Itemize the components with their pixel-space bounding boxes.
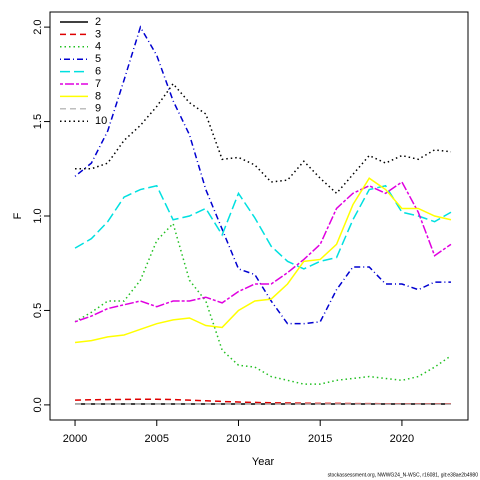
legend-label: 8 <box>95 90 101 102</box>
x-tick-label: 2020 <box>390 433 414 445</box>
series-line <box>74 180 452 323</box>
series-line <box>74 177 452 344</box>
series-line <box>74 184 452 270</box>
legend-label: 7 <box>95 78 101 90</box>
x-axis-label: Year <box>252 456 275 468</box>
x-tick-label: 2010 <box>226 433 250 445</box>
legend-label: 4 <box>95 41 101 53</box>
y-tick-label: 1.5 <box>32 114 44 129</box>
y-tick-label: 1.0 <box>32 208 44 223</box>
legend-label: 3 <box>95 28 101 40</box>
plot-frame <box>49 11 469 421</box>
x-tick-label: 2000 <box>63 433 87 445</box>
series-line <box>75 82 452 195</box>
y-tick-label: 0.5 <box>32 303 44 318</box>
y-tick-label: 0.0 <box>32 397 44 412</box>
legend-label: 9 <box>95 103 101 115</box>
legend-label: 2 <box>95 16 101 28</box>
y-axis-label: F <box>12 212 24 219</box>
x-tick-label: 2005 <box>145 433 169 445</box>
footer: stockassessment.org, NWWG24_N-WSC, r1608… <box>328 472 479 478</box>
series-line <box>74 222 452 385</box>
legend-label: 10 <box>95 115 107 127</box>
legend-label: 5 <box>95 53 101 65</box>
series-line <box>75 398 451 405</box>
y-tick-label: 2.0 <box>32 19 44 34</box>
x-tick-label: 2015 <box>308 433 332 445</box>
series-line <box>74 25 451 325</box>
legend-label: 6 <box>95 66 101 78</box>
